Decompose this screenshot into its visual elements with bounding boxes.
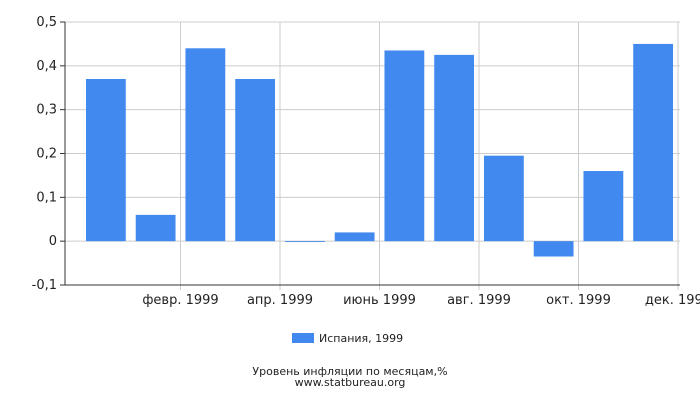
y-tick-label: 0,5 (36, 15, 57, 30)
grid-lines (60, 21, 680, 290)
y-tick-label: 0,1 (36, 190, 57, 205)
y-tick-label: 0,3 (36, 103, 57, 118)
legend-swatch (292, 333, 314, 343)
x-tick-label: февр. 1999 (142, 293, 218, 308)
bar (135, 214, 176, 242)
caption-title: Уровень инфляции по месяцам,% (252, 365, 447, 378)
bar (434, 54, 475, 242)
legend: Испания, 1999 (292, 332, 403, 345)
bar (334, 232, 375, 242)
y-tick-label: 0,2 (36, 147, 57, 162)
caption: Уровень инфляции по месяцам,% www.statbu… (252, 365, 447, 389)
bar (583, 171, 624, 242)
x-tick-label: июнь 1999 (343, 293, 416, 308)
legend-label: Испания, 1999 (319, 332, 403, 345)
bar (633, 43, 674, 242)
y-tick-labels: -0,1 0 0,1 0,2 0,3 0,4 0,5 (32, 15, 57, 293)
y-tick-label: 0,4 (36, 59, 57, 74)
y-tick-label: -0,1 (32, 278, 57, 293)
bar (483, 155, 524, 242)
y-tick-label: 0 (49, 234, 57, 249)
x-tick-label: апр. 1999 (247, 293, 313, 308)
x-tick-labels: февр. 1999 апр. 1999 июнь 1999 авг. 1999 окт… (142, 293, 700, 308)
x-tick-label: окт. 1999 (546, 293, 611, 308)
bar (384, 50, 425, 242)
bars (85, 43, 674, 257)
axes (64, 22, 680, 286)
caption-source: www.statbureau.org (295, 376, 406, 389)
bar (185, 48, 226, 242)
x-tick-label: дек. 1999 (645, 293, 700, 308)
bar (533, 241, 574, 257)
bar (85, 78, 126, 242)
bar (284, 241, 325, 243)
x-tick-label: авг. 1999 (447, 293, 511, 308)
bar (235, 78, 276, 242)
